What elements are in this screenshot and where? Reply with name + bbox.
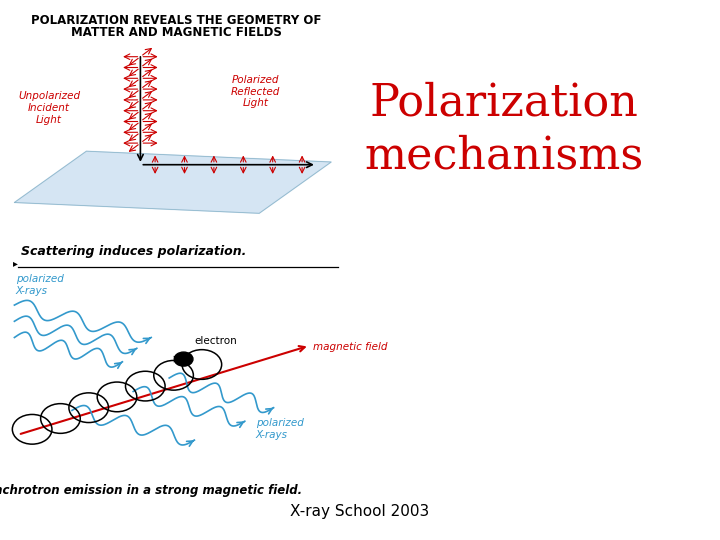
Text: electron: electron <box>194 335 237 346</box>
Text: X-ray School 2003: X-ray School 2003 <box>290 504 430 519</box>
Text: polarized
X-rays: polarized X-rays <box>256 418 303 440</box>
Polygon shape <box>14 151 331 213</box>
Text: Synchrotron emission in a strong magnetic field.: Synchrotron emission in a strong magneti… <box>0 484 302 497</box>
Text: Polarized
Reflected
Light: Polarized Reflected Light <box>231 75 280 109</box>
Circle shape <box>174 352 193 366</box>
Text: MATTER AND MAGNETIC FIELDS: MATTER AND MAGNETIC FIELDS <box>71 26 282 39</box>
Text: Polarization
mechanisms: Polarization mechanisms <box>364 82 644 178</box>
Text: POLARIZATION REVEALS THE GEOMETRY OF: POLARIZATION REVEALS THE GEOMETRY OF <box>31 14 322 26</box>
Text: magnetic field: magnetic field <box>313 342 387 352</box>
Text: ▸: ▸ <box>13 258 18 268</box>
Text: Unpolarized
Incident
Light: Unpolarized Incident Light <box>18 91 80 125</box>
Text: Scattering induces polarization.: Scattering induces polarization. <box>20 245 246 258</box>
Text: polarized
X-rays: polarized X-rays <box>16 274 63 296</box>
